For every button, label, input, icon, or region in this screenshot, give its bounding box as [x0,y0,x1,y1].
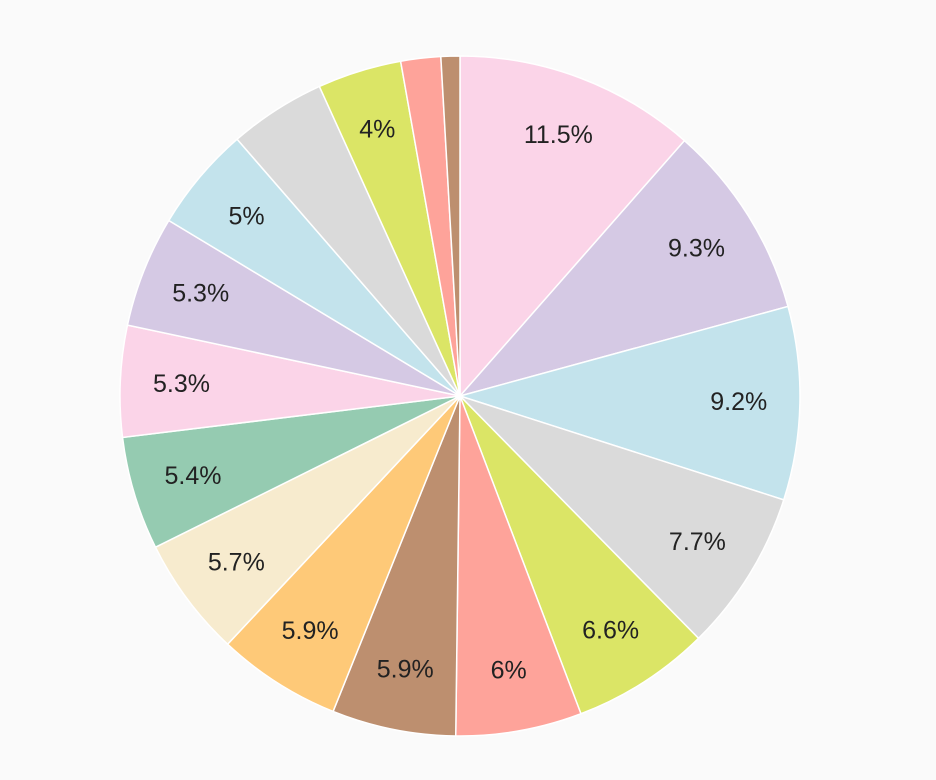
slice-label-12: 5.3% [172,280,229,308]
pie-slices [119,55,801,737]
slice-label-15: 4% [359,116,395,144]
pie-slice-2 [457,139,789,398]
slice-label-3: 9.2% [710,388,767,416]
pie-slice-1 [459,55,686,398]
pie-slice-3 [457,305,801,501]
slice-label-4: 7.7% [669,528,726,556]
slice-label-10: 5.4% [164,462,221,490]
slice-label-1: 11.5% [524,121,593,149]
slice-label-13: 5% [229,203,265,231]
slice-label-9: 5.7% [208,548,265,576]
pie-slice-8 [226,395,461,713]
slice-label-2: 9.3% [668,234,725,262]
slice-label-11: 5.3% [153,370,210,398]
slice-label-7: 5.9% [377,655,434,683]
pie-slice-5 [459,395,700,715]
pie-slice-4 [459,395,785,640]
pie-slice-17 [440,55,461,397]
pie-slice-6 [454,395,582,737]
pie-labels: 11.5% 9.3% 9.2% 7.7% 6.6% 6% 5.9% 5.9% 5.7% 5.4% 5… [153,116,767,685]
slice-label-6: 6% [491,657,527,685]
slice-label-8: 5.9% [282,617,339,645]
slice-label-5: 6.6% [582,617,639,645]
pie-slice-7 [332,395,461,737]
